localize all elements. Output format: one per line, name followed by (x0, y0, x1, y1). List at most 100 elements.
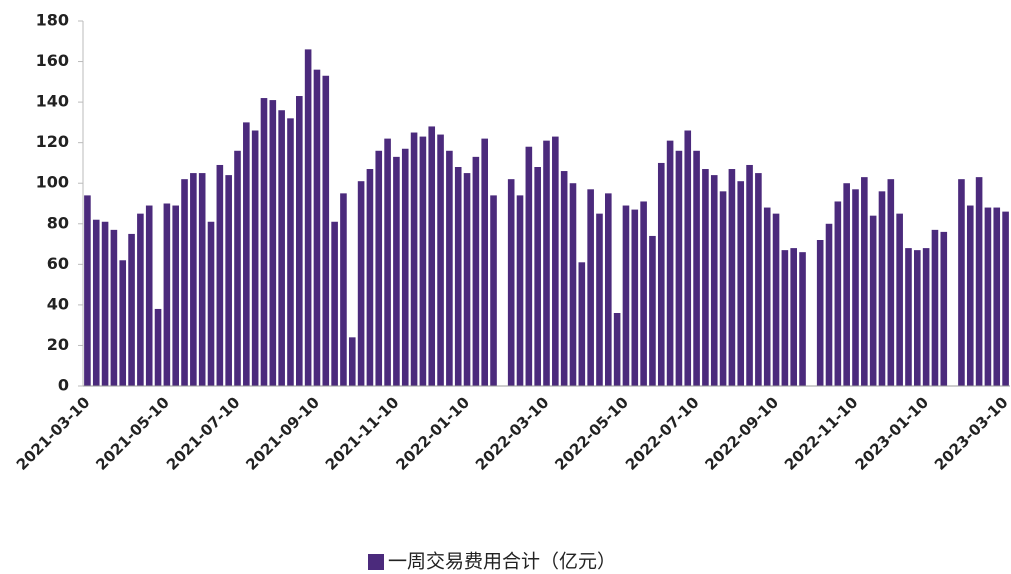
bar (657, 162, 665, 386)
bar (428, 126, 436, 386)
y-tick-label: 140 (36, 92, 69, 111)
bar (878, 191, 886, 386)
bar (887, 179, 895, 386)
bar (287, 118, 294, 386)
bar (649, 235, 656, 386)
bar (834, 201, 842, 386)
bar (207, 221, 215, 386)
bar (613, 313, 621, 386)
bar (940, 231, 948, 386)
bar (454, 167, 462, 386)
bar (640, 201, 647, 386)
bar (92, 219, 100, 386)
bar (525, 146, 533, 386)
bar (631, 209, 639, 386)
x-tick-label: 2022-05-10 (551, 393, 632, 474)
x-tick-label: 2021-11-10 (322, 393, 403, 474)
bar (843, 183, 850, 386)
bar (490, 195, 497, 386)
y-tick-label: 80 (47, 213, 69, 232)
bar (666, 140, 674, 386)
bar (437, 134, 444, 386)
bar (684, 130, 692, 386)
bar (357, 181, 365, 386)
bar (243, 122, 250, 386)
bar (905, 248, 912, 386)
bar (993, 207, 1001, 386)
bar (340, 193, 347, 386)
bar (348, 337, 356, 386)
y-tick-label: 20 (47, 335, 69, 354)
bar (366, 169, 374, 386)
bar (128, 233, 135, 386)
bar (110, 229, 118, 386)
bar (746, 164, 753, 386)
legend-label: 一周交易费用合计（亿元） (388, 551, 616, 573)
bar (772, 213, 780, 386)
bar (101, 221, 109, 386)
y-tick-label: 160 (36, 51, 69, 70)
bar (790, 248, 797, 386)
bar (702, 169, 709, 386)
x-tick-label: 2022-01-10 (392, 393, 473, 474)
bar (825, 223, 833, 386)
bar (728, 169, 736, 386)
bar (419, 136, 427, 386)
y-tick-label: 0 (58, 376, 69, 395)
y-tick-label: 60 (47, 254, 69, 273)
x-tick-label: 2023-03-10 (931, 393, 1011, 474)
x-tick-label: 2023-01-10 (852, 393, 933, 474)
bar (816, 240, 824, 386)
bar (181, 179, 188, 386)
bar (296, 96, 303, 387)
bar (145, 205, 153, 386)
y-tick-label: 100 (36, 173, 69, 192)
bar (154, 308, 162, 386)
bar (755, 173, 762, 386)
bar (375, 150, 383, 386)
bar (313, 69, 321, 387)
bar (534, 167, 541, 386)
bar (190, 173, 197, 386)
bar (587, 189, 594, 386)
bar (251, 130, 259, 386)
bar (322, 75, 330, 386)
x-tick-label: 2021-09-10 (242, 393, 323, 474)
bar (137, 213, 144, 386)
bar (507, 179, 515, 386)
bar (163, 203, 171, 386)
bar (958, 179, 965, 386)
bar (269, 100, 277, 386)
bar (675, 150, 683, 386)
bar (975, 177, 983, 386)
bar (560, 171, 568, 386)
bar (384, 138, 391, 386)
bar (852, 189, 859, 386)
bar (737, 181, 745, 386)
bar (481, 138, 488, 386)
bar (234, 150, 241, 386)
bar (278, 110, 285, 386)
bar (516, 195, 524, 386)
bar (225, 175, 232, 386)
bar (605, 193, 612, 386)
bar (763, 207, 771, 386)
bar (799, 252, 806, 386)
x-tick-label: 2021-07-10 (163, 393, 244, 474)
legend-swatch (368, 554, 384, 570)
bar (172, 205, 179, 386)
bar (869, 215, 877, 386)
x-tick-label: 2022-03-10 (472, 393, 553, 474)
bar (966, 205, 974, 386)
bar (331, 221, 338, 386)
bar (622, 205, 630, 386)
bar (198, 173, 206, 386)
bar (393, 156, 400, 386)
bar (552, 136, 559, 386)
bar (710, 175, 718, 386)
bar (914, 250, 921, 386)
bar (578, 262, 586, 386)
bar (922, 248, 930, 386)
bar (719, 191, 727, 386)
